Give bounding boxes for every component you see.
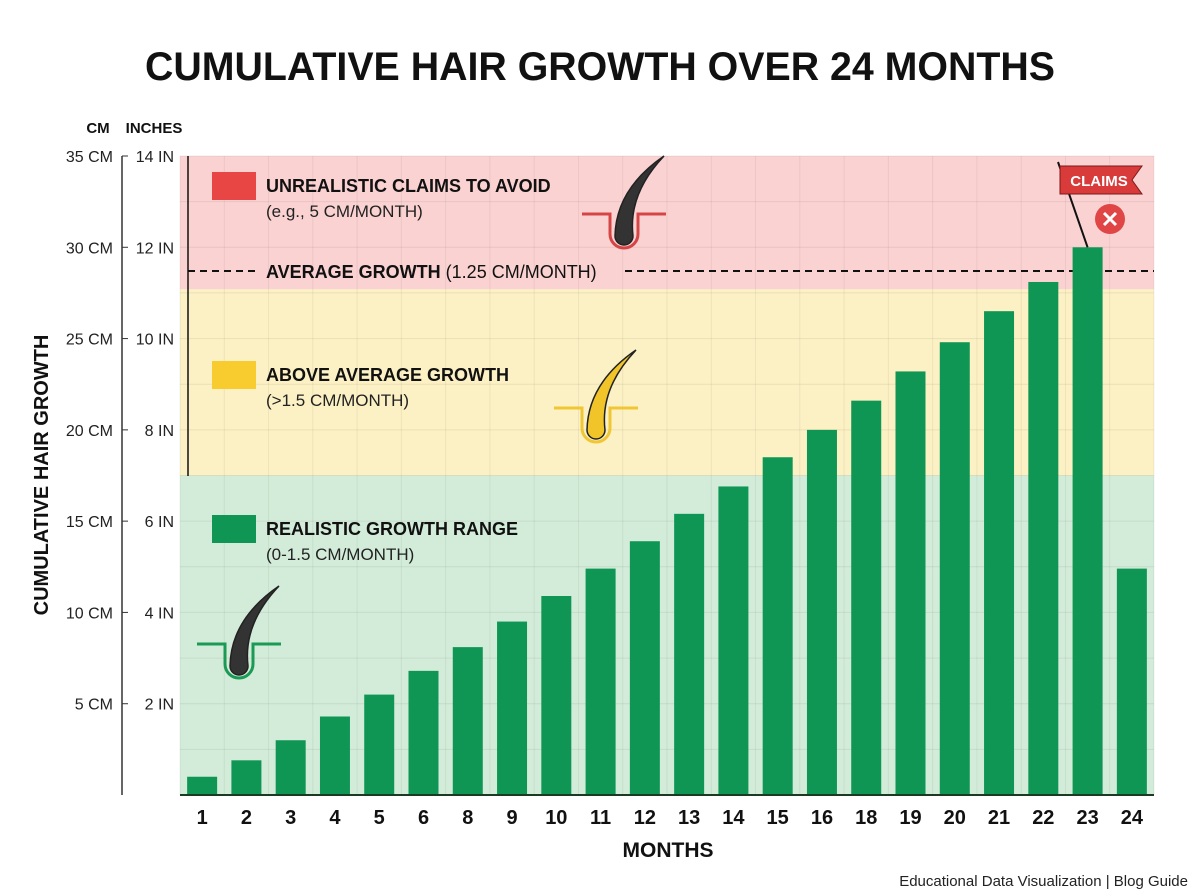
legend-label: REALISTIC GROWTH RANGE bbox=[266, 519, 518, 539]
bar-month-1 bbox=[187, 776, 218, 795]
x-tick-label: 9 bbox=[506, 807, 517, 829]
bar-month-12 bbox=[629, 541, 660, 795]
legend-label: UNREALISTIC CLAIMS TO AVOID bbox=[266, 176, 551, 196]
bar-month-19 bbox=[895, 371, 926, 795]
x-tick-label: 24 bbox=[1121, 807, 1144, 829]
x-tick-label: 3 bbox=[285, 807, 296, 829]
damaged-hair-hair-icon bbox=[614, 155, 665, 246]
x-tick-label: 2 bbox=[241, 807, 252, 829]
x-tick-label: 1 bbox=[197, 807, 208, 829]
bar-month-22 bbox=[1028, 281, 1059, 796]
damaged-hair-skin-icon bbox=[582, 212, 666, 250]
cm-header: CM bbox=[86, 120, 109, 137]
legend-swatch bbox=[212, 172, 256, 200]
x-tick-label: 5 bbox=[374, 807, 385, 829]
legend-swatch bbox=[212, 361, 256, 389]
bar-month-18 bbox=[851, 400, 882, 795]
bar-month-16 bbox=[806, 429, 837, 795]
y-tick-label-cm: 5 CM bbox=[75, 697, 113, 714]
legend-sublabel: (e.g., 5 CM/MONTH) bbox=[266, 202, 423, 221]
bar-month-11 bbox=[585, 568, 616, 795]
x-tick-label: 23 bbox=[1076, 807, 1098, 829]
bar-month-13 bbox=[674, 513, 705, 795]
y-tick-label-in: 14 IN bbox=[136, 149, 174, 166]
bar-month-15 bbox=[762, 457, 793, 795]
healthy-hair-skin-icon bbox=[197, 642, 281, 680]
y-tick-label-cm: 35 CM bbox=[66, 149, 113, 166]
bar-month-23 bbox=[1072, 247, 1103, 796]
yellow-hair-skin-icon bbox=[554, 406, 638, 444]
y-tick-label-in: 2 IN bbox=[145, 697, 174, 714]
bar-month-2 bbox=[231, 760, 262, 795]
x-tick-label: 6 bbox=[418, 807, 429, 829]
average-line-label: AVERAGE GROWTH (1.25 CM/MONTH) bbox=[266, 262, 597, 282]
x-tick-label: 15 bbox=[767, 807, 789, 829]
bar-month-9 bbox=[497, 621, 528, 795]
average-label-bold: AVERAGE GROWTH bbox=[266, 262, 446, 282]
claims-flag-label: CLAIMS bbox=[1070, 173, 1128, 190]
x-tick-label: 22 bbox=[1032, 807, 1054, 829]
bar-month-20 bbox=[939, 342, 970, 795]
bar-month-6 bbox=[408, 670, 439, 795]
x-tick-label: 12 bbox=[634, 807, 656, 829]
x-tick-label: 4 bbox=[329, 807, 341, 829]
y-tick-label-in: 10 IN bbox=[136, 332, 174, 349]
bar-month-8 bbox=[452, 647, 483, 795]
yellow-hair-hair-icon bbox=[586, 349, 637, 440]
inches-header: INCHES bbox=[126, 120, 183, 137]
chart-title: CUMULATIVE HAIR GROWTH OVER 24 MONTHS bbox=[145, 45, 1055, 89]
bar-month-10 bbox=[541, 595, 572, 795]
x-tick-label: 21 bbox=[988, 807, 1010, 829]
x-tick-label: 11 bbox=[590, 807, 611, 829]
y-tick-label-cm: 20 CM bbox=[66, 423, 113, 440]
x-tick-label: 14 bbox=[722, 807, 745, 829]
legend-swatch bbox=[212, 515, 256, 543]
bar-month-21 bbox=[984, 311, 1015, 795]
x-tick-label: 8 bbox=[462, 807, 473, 829]
x-tick-label: 20 bbox=[944, 807, 966, 829]
y-tick-label-in: 6 IN bbox=[145, 514, 174, 531]
healthy-hair-hair-icon bbox=[229, 585, 280, 676]
y-tick-label-in: 8 IN bbox=[145, 423, 174, 440]
bar-month-24 bbox=[1116, 568, 1147, 795]
legend-sublabel: (>1.5 CM/MONTH) bbox=[266, 391, 409, 410]
bar-month-14 bbox=[718, 486, 749, 795]
y-tick-label-cm: 25 CM bbox=[66, 332, 113, 349]
x-tick-label: 19 bbox=[899, 807, 921, 829]
claims-flag bbox=[1059, 165, 1143, 195]
y-tick-label-in: 4 IN bbox=[145, 605, 174, 622]
y-tick-label-cm: 30 CM bbox=[66, 240, 113, 257]
x-tick-label: 10 bbox=[545, 807, 567, 829]
y-tick-label-in: 12 IN bbox=[136, 240, 174, 257]
legend-sublabel: (0-1.5 CM/MONTH) bbox=[266, 545, 414, 564]
footer-text: Educational Data Visualization | Blog Gu… bbox=[899, 873, 1188, 890]
y-axis-label: CUMULATIVE HAIR GROWTH bbox=[31, 335, 53, 616]
x-tick-label: 13 bbox=[678, 807, 700, 829]
bar-month-5 bbox=[364, 694, 395, 795]
average-label-rate: (1.25 CM/MONTH) bbox=[446, 262, 597, 282]
bar-month-4 bbox=[319, 716, 350, 795]
bar-month-3 bbox=[275, 740, 306, 795]
y-tick-label-cm: 10 CM bbox=[66, 605, 113, 622]
x-mark-glyph bbox=[1102, 211, 1118, 227]
y-tick-label-cm: 15 CM bbox=[66, 514, 113, 531]
legend-label: ABOVE AVERAGE GROWTH bbox=[266, 365, 509, 385]
zone-band bbox=[180, 156, 1154, 290]
x-axis-label: MONTHS bbox=[623, 839, 714, 862]
x-tick-label: 18 bbox=[855, 807, 877, 829]
x-tick-label: 16 bbox=[811, 807, 833, 829]
